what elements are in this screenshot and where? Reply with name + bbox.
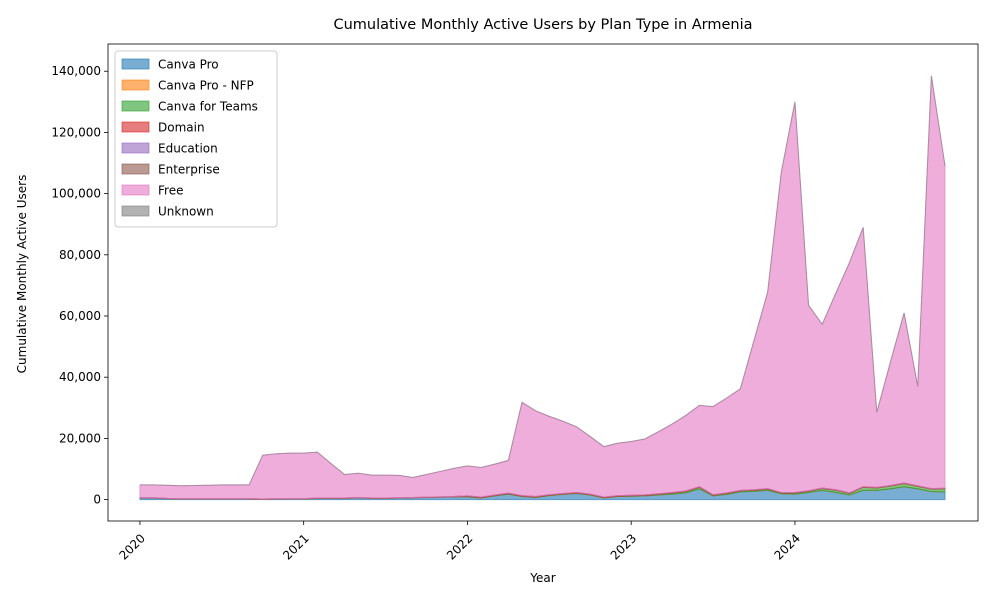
y-tick-label: 120,000 [51, 125, 101, 139]
y-axis-label: Cumulative Monthly Active Users [15, 175, 29, 374]
legend-label: Canva for Teams [158, 100, 258, 114]
y-tick-label: 40,000 [59, 370, 101, 384]
legend-swatch [121, 100, 150, 112]
x-axis-label: Year [529, 571, 555, 585]
legend-swatch [121, 142, 150, 154]
legend-swatch [121, 163, 150, 175]
legend-label: Domain [158, 121, 205, 135]
legend-label: Unknown [158, 205, 214, 219]
legend-label: Enterprise [158, 163, 220, 177]
legend-swatch [121, 79, 150, 91]
legend-box [114, 50, 278, 228]
legend-label: Canva Pro - NFP [158, 79, 254, 93]
legend-swatch [121, 58, 150, 70]
legend-label: Education [158, 142, 218, 156]
y-tick-label: 20,000 [59, 431, 101, 445]
legend-label: Canva Pro [158, 58, 219, 72]
plot-frame [107, 43, 979, 522]
legend-swatch [121, 205, 150, 217]
y-tick-label: 140,000 [51, 64, 101, 78]
y-tick-label: 80,000 [59, 248, 101, 262]
area [139, 75, 946, 487]
y-tick-label: 0 [93, 493, 101, 507]
legend-label: Free [158, 184, 183, 198]
legend-swatch [121, 184, 150, 196]
y-tick-label: 100,000 [51, 187, 101, 201]
legend-swatch [121, 121, 150, 133]
chart-title: Cumulative Monthly Active Users by Plan … [333, 17, 752, 33]
legend: Canva Pro Canva Pro - NFP Canva for Teams D… [114, 50, 278, 228]
y-tick-label: 60,000 [59, 309, 101, 323]
